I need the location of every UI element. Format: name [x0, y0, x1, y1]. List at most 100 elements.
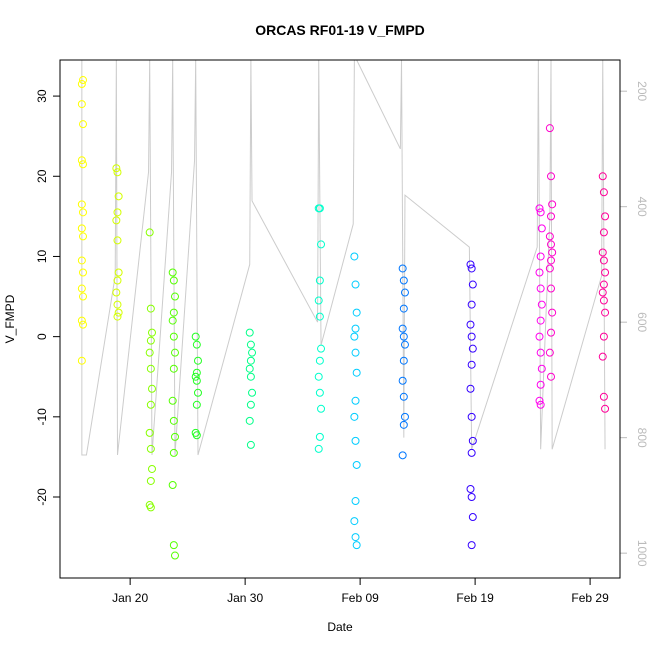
data-point [466, 484, 475, 493]
data-point [399, 356, 408, 365]
data-point [545, 348, 554, 357]
data-point [77, 156, 86, 165]
data-point [315, 204, 324, 213]
data-point [314, 296, 323, 305]
data-point [169, 332, 178, 341]
data-point [145, 228, 154, 237]
x-tick-label: Jan 30 [227, 591, 263, 605]
data-point [350, 412, 359, 421]
data-point [78, 76, 87, 85]
data-point [536, 252, 545, 261]
data-point [114, 268, 123, 277]
data-point [545, 124, 554, 133]
data-point [193, 388, 202, 397]
x-tick-label: Feb 09 [341, 591, 379, 605]
data-point [192, 376, 201, 385]
data-point [146, 503, 155, 512]
data-point [114, 192, 123, 201]
data-point [78, 320, 87, 329]
data-point [350, 252, 359, 261]
data-point [248, 388, 257, 397]
data-point [536, 380, 545, 389]
y2-tick-label: 1000 [635, 540, 649, 567]
data-point [317, 344, 326, 353]
x-tick-label: Jan 20 [112, 591, 148, 605]
data-point [467, 541, 476, 550]
data-point [547, 372, 556, 381]
data-point [599, 392, 608, 401]
data-point [399, 332, 408, 341]
data-point [399, 304, 408, 313]
data-point [351, 497, 360, 506]
data-point [598, 248, 607, 257]
data-point [315, 276, 324, 285]
data-point [601, 212, 610, 221]
data-point [146, 304, 155, 313]
y-axis-label: V_FMPD [3, 294, 17, 343]
data-point [400, 340, 409, 349]
data-point [78, 120, 87, 129]
data-point [466, 260, 475, 269]
data-point [351, 436, 360, 445]
data-point [468, 344, 477, 353]
data-point [77, 200, 86, 209]
data-point [352, 308, 361, 317]
data-point [114, 308, 123, 317]
data-point [113, 312, 122, 321]
data-point [535, 332, 544, 341]
data-point [352, 460, 361, 469]
data-point [168, 480, 177, 489]
y2-tick-label: 800 [635, 428, 649, 448]
data-point [245, 364, 254, 373]
data-point [601, 404, 610, 413]
data-point [77, 256, 86, 265]
data-point [548, 200, 557, 209]
data-point [146, 364, 155, 373]
data-point [245, 416, 254, 425]
data-point [537, 300, 546, 309]
data-point [78, 160, 87, 169]
data-point [192, 340, 201, 349]
data-point [547, 212, 556, 221]
data-point [77, 100, 86, 109]
data-point [192, 368, 201, 377]
data-point [113, 276, 122, 285]
data-point [399, 392, 408, 401]
data-point [77, 316, 86, 325]
data-point [246, 372, 255, 381]
data-point [398, 376, 407, 385]
data-point [547, 240, 556, 249]
y2-tick-label: 200 [635, 81, 649, 101]
data-point [400, 412, 409, 421]
data-point [315, 312, 324, 321]
data-point [547, 284, 556, 293]
data-point [170, 348, 179, 357]
data-point [146, 444, 155, 453]
data-point [192, 400, 201, 409]
data-point [112, 164, 121, 173]
data-point [314, 444, 323, 453]
data-point [113, 208, 122, 217]
data-point [170, 292, 179, 301]
data-point [468, 436, 477, 445]
data-point [78, 208, 87, 217]
data-point [536, 348, 545, 357]
y-tick-label: -10 [35, 408, 49, 426]
y-tick-label: 0 [35, 333, 49, 340]
data-point [168, 316, 177, 325]
data-point [599, 188, 608, 197]
data-point [146, 400, 155, 409]
data-point [547, 172, 556, 181]
data-point [170, 551, 179, 560]
data-point [467, 448, 476, 457]
data-point [246, 400, 255, 409]
data-point [169, 416, 178, 425]
y-tick-label: -20 [35, 488, 49, 506]
data-point [536, 208, 545, 217]
data-point [248, 348, 257, 357]
data-point [467, 412, 476, 421]
data-point [599, 256, 608, 265]
data-point [350, 517, 359, 526]
data-point [399, 276, 408, 285]
